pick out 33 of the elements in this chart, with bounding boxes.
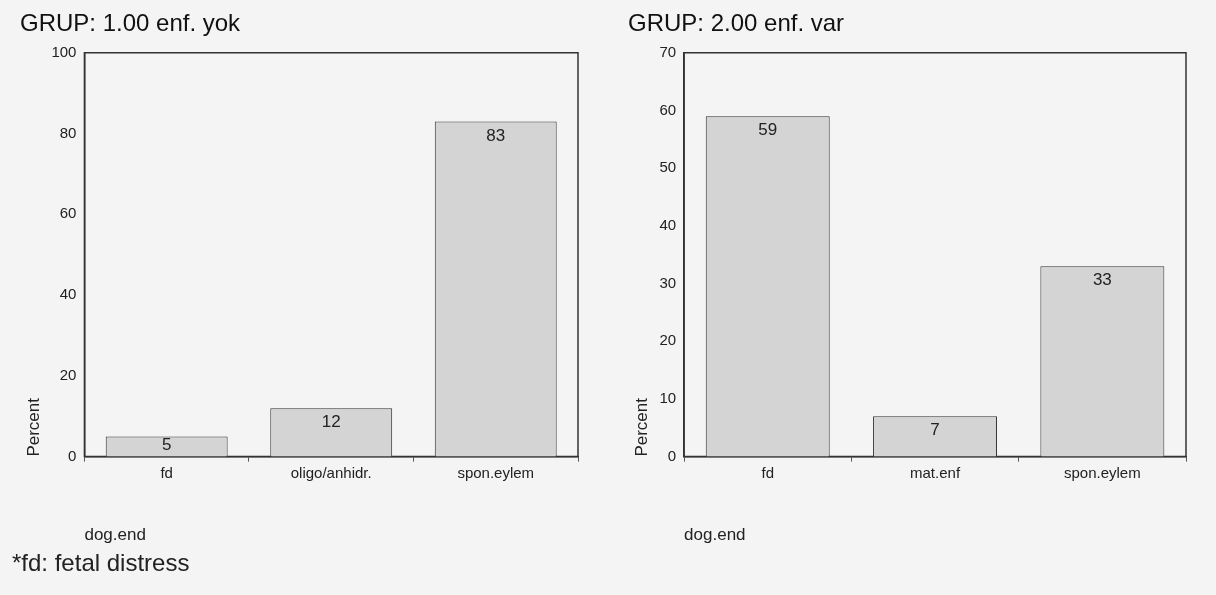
y-axis-title: Percent (631, 397, 651, 457)
y-tick-label: 80 (59, 123, 77, 141)
x-tick-label: spon.eylem (457, 463, 535, 481)
x-axis-title: dog.end (84, 525, 146, 545)
y-tick-label: 0 (68, 446, 77, 464)
y-tick-label: 60 (59, 204, 77, 222)
x-axis-title: dog.end (684, 525, 746, 545)
chart-title: GRUP: 1.00 enf. yok (20, 9, 242, 37)
data-label: 33 (1092, 270, 1112, 290)
y-tick-label: 40 (659, 216, 677, 233)
data-label: 59 (758, 120, 778, 140)
x-tick-label: spon.eylem (1063, 463, 1141, 481)
y-tick-label: 40 (59, 285, 77, 303)
text: *fd: fetal distress (12, 549, 190, 577)
y-tick-label: 20 (59, 365, 77, 383)
data-label: 12 (321, 412, 341, 432)
x-tick-label: oligo/anhidr. (290, 463, 372, 481)
y-tick-label: 50 (659, 158, 677, 176)
x-tick-label: fd (761, 463, 774, 481)
y-tick-label: 10 (659, 389, 677, 407)
x-tick-label: fd (160, 463, 173, 481)
y-tick-label: 20 (659, 331, 677, 349)
y-axis-title: Percent (23, 397, 43, 457)
chart-title: GRUP: 2.00 enf. var (628, 9, 845, 37)
y-tick-label: 60 (659, 100, 677, 118)
y-tick-label: 100 (51, 42, 77, 60)
data-label: 5 (161, 434, 172, 454)
x-tick-label: mat.enf (910, 463, 961, 481)
y-tick-label: 70 (659, 42, 677, 60)
data-label: 7 (930, 420, 940, 440)
y-tick-label: 30 (659, 273, 677, 291)
y-tick-label: 0 (667, 446, 677, 464)
data-label: 83 (486, 125, 506, 145)
